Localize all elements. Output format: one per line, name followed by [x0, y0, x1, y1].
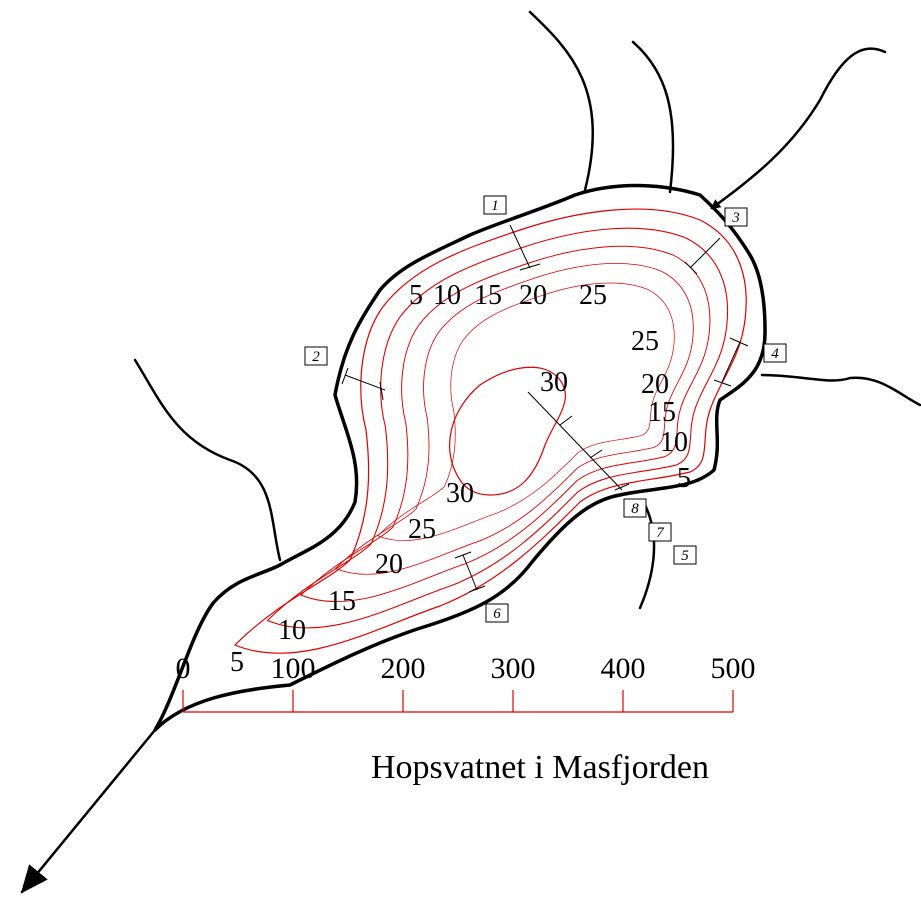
depth-label: 25 — [579, 280, 607, 311]
depth-label: 5 — [230, 647, 244, 678]
depth-label: 20 — [375, 549, 403, 580]
map-title: Hopsvatnet i Masfjorden — [371, 749, 709, 786]
depth-label: 5 — [677, 463, 691, 494]
scale-tick-label: 500 — [711, 652, 756, 685]
stations: 1 2 3 4 5 6 7 8 — [304, 195, 787, 623]
scale-tick-label: 200 — [381, 652, 426, 685]
depth-label: 20 — [641, 369, 669, 400]
scale-tick-label: 400 — [601, 652, 646, 685]
depth-label: 10 — [660, 427, 688, 458]
depth-label: 10 — [278, 615, 306, 646]
depth-label: 15 — [328, 586, 356, 617]
station-label: 3 — [731, 210, 740, 226]
scale-tick-label: 0 — [176, 652, 191, 685]
depth-label: 15 — [648, 397, 676, 428]
depth-label: 25 — [631, 326, 659, 357]
depth-label: 30 — [446, 478, 474, 509]
contours — [233, 208, 747, 654]
station-label: 5 — [681, 548, 689, 564]
transects — [341, 224, 749, 593]
depth-label: 20 — [519, 280, 547, 311]
station-label: 7 — [656, 525, 665, 541]
depth-label: 5 — [409, 280, 423, 311]
station-label: 2 — [312, 349, 320, 365]
depth-label: 30 — [540, 367, 568, 398]
station-label: 4 — [771, 346, 779, 362]
scale-tick-label: 300 — [491, 652, 536, 685]
station-label: 6 — [493, 606, 501, 622]
scale-tick-label: 100 — [271, 652, 316, 685]
depth-label: 25 — [408, 514, 436, 545]
station-label: 1 — [491, 198, 499, 214]
depth-labels: 5 10 15 20 25 25 20 15 10 5 30 30 25 20 … — [230, 280, 691, 678]
scale-bar: 0 100 200 300 400 500 — [176, 652, 756, 713]
depth-label: 15 — [474, 280, 502, 311]
rivers — [20, 10, 921, 894]
station-label: 8 — [631, 501, 639, 517]
depth-label: 10 — [433, 280, 461, 311]
